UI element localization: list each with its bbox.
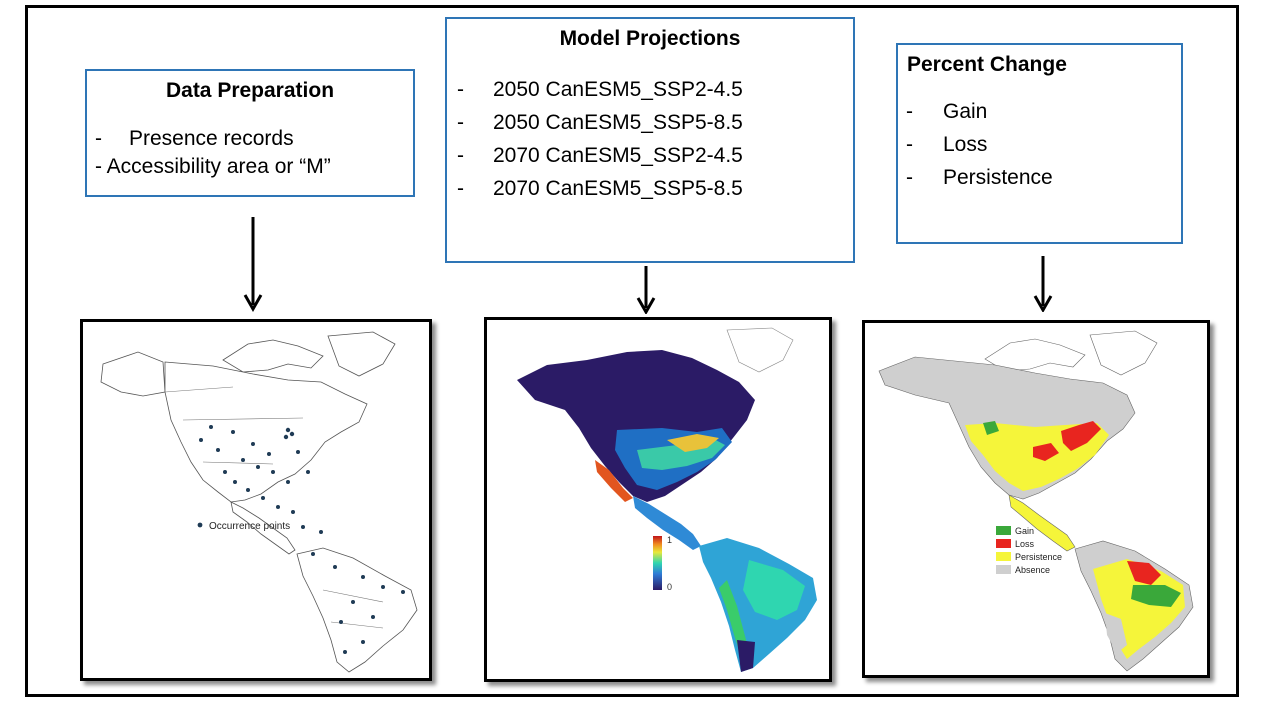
legend-swatch-persistence: [996, 552, 1011, 561]
projection-item: - 2050 CanESM5_SSP5-8.5: [457, 106, 853, 139]
legend-swatch-loss: [996, 539, 1011, 548]
legend-swatch-absence: [996, 565, 1011, 574]
legend-label-gain: Gain: [1015, 526, 1034, 536]
percent-change-title: Percent Change: [907, 53, 1067, 76]
percent-change-box: Percent Change - Gain - Loss - Persistence: [896, 43, 1183, 244]
map-greenland: [327, 331, 396, 377]
down-arrow-icon: [243, 217, 263, 313]
data-preparation-box: Data Preparation - Presence records - Acc…: [85, 69, 415, 197]
occurrence-map: Occurrence points: [100, 331, 418, 673]
bullet-dash: -: [457, 111, 464, 134]
down-arrow-icon: [636, 266, 656, 314]
legend-swatch-gain: [996, 526, 1011, 535]
change-item: - Loss: [906, 128, 1181, 161]
map-greenland: [726, 327, 794, 373]
map-north-america: [164, 361, 368, 503]
loss-region-na: [1061, 421, 1101, 451]
projection-item-text: 2050 CanESM5_SSP5-8.5: [493, 111, 743, 134]
suitability-colorbar: [653, 536, 662, 590]
legend-label-loss: Loss: [1015, 539, 1035, 549]
data-preparation-item-text: Presence records: [129, 127, 294, 150]
down-arrow-icon: [1033, 256, 1053, 312]
loss-region-sa: [1127, 561, 1161, 585]
colorbar-max-label: 1: [667, 535, 672, 545]
projection-item-text: 2050 CanESM5_SSP2-4.5: [493, 78, 743, 101]
gain-region-sa: [1131, 585, 1181, 607]
map-central-america: [633, 496, 701, 550]
colorbar-min-label: 0: [667, 582, 672, 592]
bullet-dash: -: [906, 100, 913, 123]
model-projections-title: Model Projections: [559, 27, 741, 50]
projection-map: 1 0: [517, 327, 817, 672]
legend-point-marker: [197, 522, 203, 528]
suitability-hotspot: [667, 434, 719, 452]
occurrence-points: [199, 425, 405, 654]
change-item: - Gain: [906, 95, 1181, 128]
change-map-panel: Gain Loss Persistence Absence: [862, 320, 1210, 678]
map-south-america: [296, 547, 418, 673]
legend-label-absence: Absence: [1015, 565, 1050, 575]
change-legend: Gain Loss Persistence Absence: [996, 526, 1062, 575]
bullet-dash: -: [457, 177, 464, 200]
change-map: Gain Loss Persistence Absence: [878, 330, 1194, 672]
bullet-dash: -: [457, 78, 464, 101]
legend-label-persistence: Persistence: [1015, 552, 1062, 562]
gain-region-na: [983, 421, 999, 435]
projection-item: - 2070 CanESM5_SSP2-4.5: [457, 139, 853, 172]
map-patagonia: [737, 640, 755, 672]
map-central-america: [1008, 494, 1076, 552]
data-preparation-item-text: - Accessibility area or “M”: [95, 155, 331, 178]
change-item-text: Gain: [943, 100, 988, 123]
suitability-west-coast: [595, 460, 633, 502]
projection-item: - 2070 CanESM5_SSP5-8.5: [457, 172, 853, 205]
data-preparation-item: - Accessibility area or “M”: [95, 153, 413, 181]
projection-map-panel: 1 0: [484, 317, 832, 682]
map-alaska: [100, 351, 166, 397]
map-central-america: [230, 501, 296, 555]
map-arctic-islands: [222, 339, 324, 373]
projection-item-text: 2070 CanESM5_SSP2-4.5: [493, 144, 743, 167]
model-projections-box: Model Projections - 2050 CanESM5_SSP2-4.5…: [445, 17, 855, 263]
map-greenland: [1089, 330, 1158, 376]
occurrence-map-panel: Occurrence points: [80, 319, 432, 681]
data-preparation-title: Data Preparation: [165, 79, 335, 102]
projection-item-text: 2070 CanESM5_SSP5-8.5: [493, 177, 743, 200]
change-item-text: Persistence: [943, 166, 1053, 189]
loss-region-na-2: [1033, 443, 1059, 461]
suitability-brazil: [743, 560, 805, 620]
bullet-dash: -: [95, 127, 102, 150]
bullet-dash: -: [906, 166, 913, 189]
data-preparation-item: - Presence records: [95, 125, 413, 153]
absence-region-sa: [1105, 613, 1127, 653]
occurrence-legend-label: Occurrence points: [209, 521, 290, 532]
change-item: - Persistence: [906, 161, 1181, 194]
outer-frame: [25, 5, 1239, 697]
change-item-text: Loss: [943, 133, 988, 156]
bullet-dash: -: [457, 144, 464, 167]
bullet-dash: -: [906, 133, 913, 156]
projection-item: - 2050 CanESM5_SSP2-4.5: [457, 73, 853, 106]
